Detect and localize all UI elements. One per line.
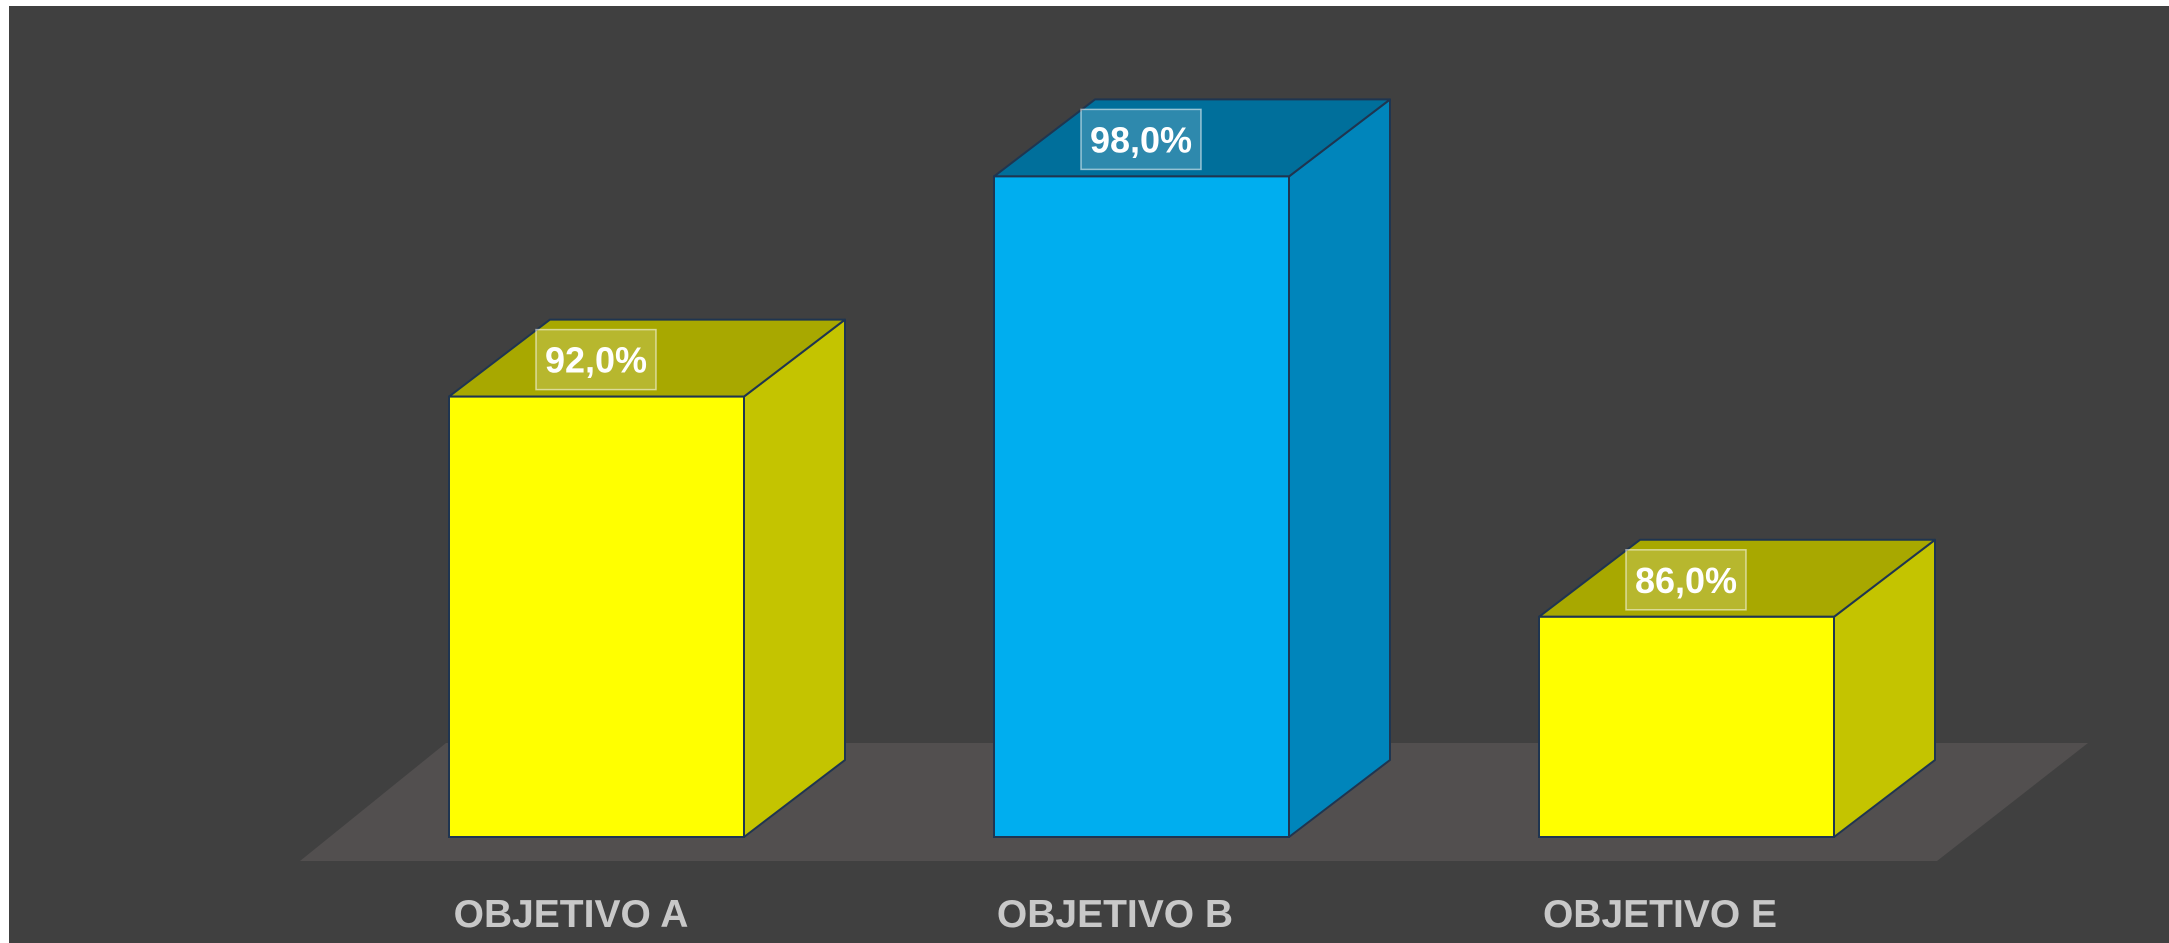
category-label: OBJETIVO B	[997, 893, 1233, 936]
category-label: OBJETIVO E	[1543, 893, 1777, 936]
data-label-box	[1080, 108, 1202, 171]
bar-1: 92,0%	[448, 318, 846, 838]
bar-side-face	[1288, 98, 1391, 838]
data-label: 98,0%	[1080, 108, 1202, 171]
data-label: 86,0%	[1625, 549, 1747, 611]
bar-side-face	[743, 318, 846, 838]
data-label: 92,0%	[535, 328, 657, 391]
data-label-box	[1625, 549, 1747, 611]
data-label-text: 98,0%	[1090, 119, 1192, 160]
bar-3: 86,0%	[1538, 538, 1936, 838]
bar-2: 98,0%	[993, 98, 1391, 838]
category-label: OBJETIVO A	[454, 893, 689, 936]
data-label-box	[535, 328, 657, 391]
data-label-text: 92,0%	[545, 340, 647, 381]
labels-layer: OBJETIVO A OBJETIVO B OBJETIVO E	[454, 893, 1777, 936]
bar-front-face	[448, 395, 745, 838]
bar-chart: 92,0%98,0%86,0% OBJETIVO A OBJETIVO B OBJE…	[300, 98, 2088, 936]
bar-front-face	[1538, 615, 1835, 838]
chart-area: 92,0% 98,0% 86,0% OBJETIVO A OBJETIVO B OBJE…	[9, 6, 2169, 943]
bars-layer: 92,0% 98,0% 86,0%	[448, 98, 1936, 838]
data-label-text: 86,0%	[1635, 560, 1737, 601]
bar-front-face	[993, 175, 1290, 838]
